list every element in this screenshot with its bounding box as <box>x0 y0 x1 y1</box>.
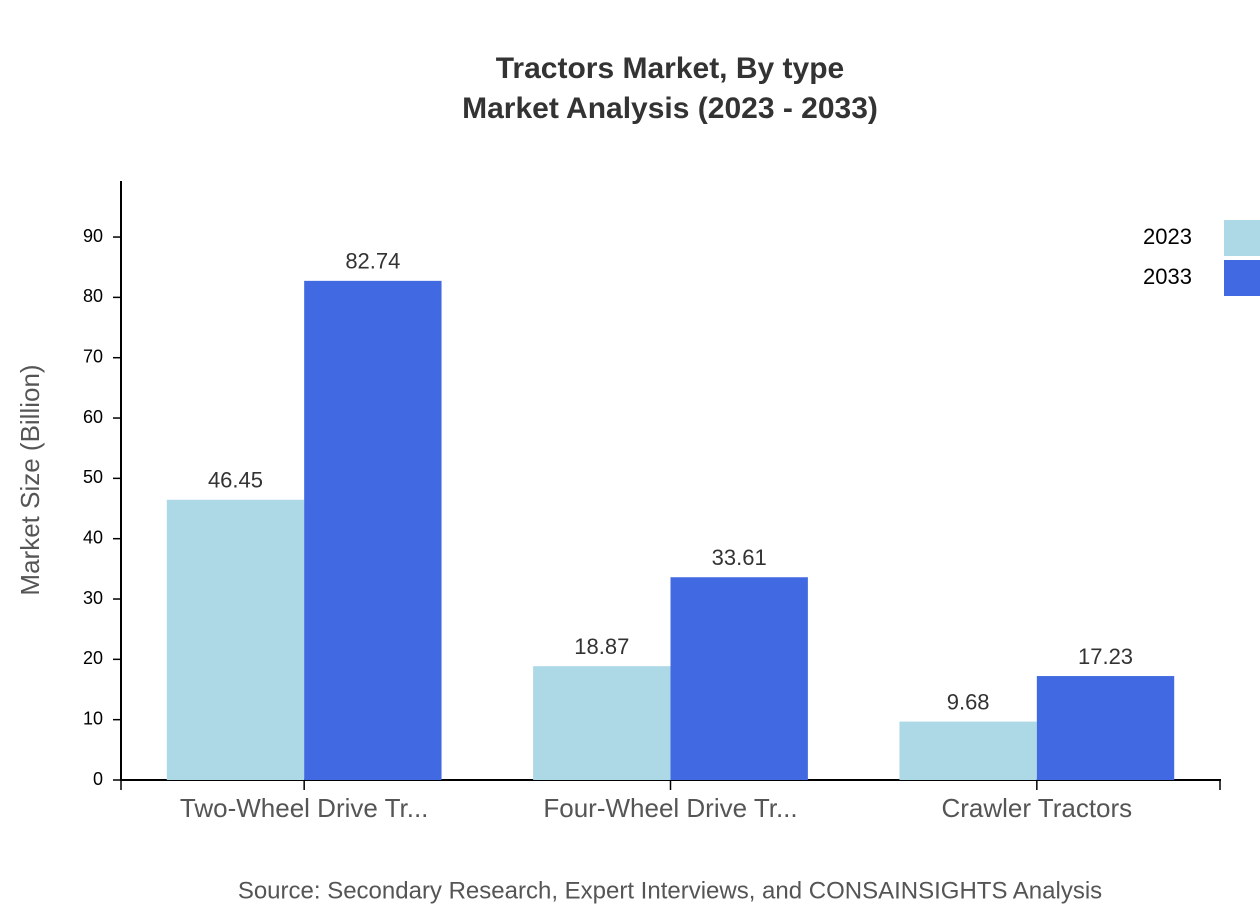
value-label: 33.61 <box>712 545 767 570</box>
value-label: 82.74 <box>345 249 400 274</box>
y-tick-label: 80 <box>83 286 103 306</box>
y-tick-label: 30 <box>83 588 103 608</box>
source-note: Source: Secondary Research, Expert Inter… <box>238 877 1102 904</box>
y-tick-label: 40 <box>83 527 103 547</box>
x-tick-label: Two-Wheel Drive Tr... <box>180 793 429 823</box>
y-tick-label: 0 <box>93 769 103 789</box>
x-tick-label: Crawler Tractors <box>941 793 1132 823</box>
y-tick-label: 70 <box>83 346 103 366</box>
y-tick-label: 20 <box>83 648 103 668</box>
y-axis-title: Market Size (Billion) <box>15 364 45 595</box>
value-label: 18.87 <box>574 634 629 659</box>
x-tick-label: Four-Wheel Drive Tr... <box>543 793 797 823</box>
value-label: 9.68 <box>947 689 990 714</box>
chart-title: Tractors Market, By type <box>496 52 844 85</box>
value-label: 46.45 <box>208 468 263 493</box>
value-label: 17.23 <box>1078 644 1133 669</box>
legend-swatch <box>1224 260 1260 296</box>
bar <box>304 280 442 780</box>
y-tick-label: 10 <box>83 708 103 728</box>
legend-label: 2033 <box>1143 264 1192 289</box>
legend-label: 2023 <box>1143 224 1192 249</box>
bar <box>1036 676 1175 780</box>
bar <box>899 721 1037 780</box>
y-tick-label: 90 <box>83 226 103 246</box>
y-tick-label: 50 <box>83 467 103 487</box>
bar <box>166 499 305 780</box>
bar <box>533 666 671 780</box>
legend-swatch <box>1224 220 1260 256</box>
bar <box>670 577 808 780</box>
y-tick-label: 60 <box>83 407 103 427</box>
chart-subtitle: Market Analysis (2023 - 2033) <box>462 92 878 125</box>
